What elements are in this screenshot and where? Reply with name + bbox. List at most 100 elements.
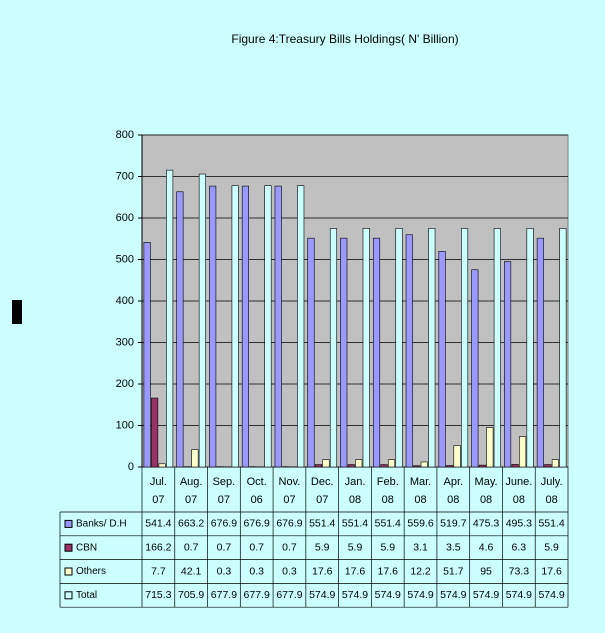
x-tick-label: Apr. 08: [444, 476, 464, 506]
x-tick-label: Oct. 06: [247, 476, 267, 506]
bar: [453, 445, 461, 468]
x-tick-label: Nov. 07: [279, 476, 301, 506]
table-value: 0.7: [217, 541, 232, 553]
bar: [405, 234, 413, 468]
label-line: 06: [251, 494, 263, 506]
y-tick-label: 100: [116, 419, 134, 431]
x-tick-label: Jul. 07: [150, 476, 167, 506]
x-tick-label: Feb. 08: [377, 476, 399, 506]
x-tick-label: Aug. 07: [180, 476, 203, 506]
bar: [478, 464, 486, 468]
table-value: 17.6: [345, 565, 366, 577]
y-tick-label: 200: [116, 378, 134, 390]
table-value: 574.9: [440, 589, 466, 601]
table-value: 7.7: [151, 565, 166, 577]
bar: [395, 228, 403, 468]
bar: [504, 261, 512, 468]
label-line: Feb.: [377, 476, 399, 488]
table-value: 6.3: [512, 541, 527, 553]
bar: [191, 449, 199, 468]
table-value: 551.4: [375, 518, 401, 530]
label-line: 08: [414, 494, 426, 506]
table-value: 0.3: [282, 565, 297, 577]
bar: [297, 185, 305, 468]
table-value: 17.6: [541, 565, 562, 577]
bar: [314, 464, 323, 468]
label-line: Jan.: [345, 476, 366, 488]
y-tick-label: 400: [116, 295, 134, 307]
bar: [428, 228, 436, 468]
chart-title: Figure 4:Treasury Bills Holdings( N' Bil…: [231, 32, 458, 46]
table-value: 475.3: [473, 518, 499, 530]
bar: [274, 185, 282, 468]
y-tick-label: 0: [128, 461, 134, 473]
legend-key: [64, 543, 73, 552]
bar: [158, 463, 166, 468]
table-value: 12.2: [410, 565, 431, 577]
bar: [380, 464, 388, 468]
table-value: 0.7: [249, 541, 264, 553]
y-tick-label: 600: [116, 212, 134, 224]
table-value: 166.2: [145, 541, 171, 553]
bar: [461, 228, 469, 468]
table-value: 677.9: [276, 589, 302, 601]
legend-label: CBN: [76, 542, 97, 553]
table-value: 17.6: [312, 565, 333, 577]
bar: [420, 461, 428, 468]
table-value: 677.9: [211, 589, 237, 601]
bar: [559, 228, 567, 468]
table-value: 4.6: [479, 541, 494, 553]
bar: [151, 397, 159, 468]
x-tick-label: Sep. 07: [213, 476, 236, 506]
table-value: 0.7: [184, 541, 199, 553]
bar: [544, 464, 552, 468]
label-line: Dec.: [311, 476, 334, 488]
bar: [355, 459, 363, 468]
label-line: May.: [475, 476, 498, 488]
x-tick-label: Dec. 07: [311, 476, 334, 506]
table-value: 5.9: [348, 541, 363, 553]
bar: [322, 459, 330, 468]
label-line: Mar.: [410, 476, 431, 488]
table-value: 574.9: [342, 589, 368, 601]
label-line: July.: [541, 476, 563, 488]
bar: [372, 237, 381, 468]
bar: [329, 228, 338, 468]
table-value: 42.1: [181, 565, 202, 577]
bar: [340, 237, 348, 468]
label-line: Aug.: [180, 476, 203, 488]
bar: [198, 173, 206, 468]
legend-key: [64, 591, 73, 600]
bar: [536, 237, 544, 468]
table-value: 5.9: [315, 541, 330, 553]
x-tick-label: June. 08: [505, 476, 532, 506]
table-value: 574.9: [309, 589, 335, 601]
bar: [438, 251, 446, 468]
legend-key: [64, 519, 73, 528]
bar: [493, 228, 501, 468]
label-line: 07: [152, 494, 164, 506]
table-value: 551.4: [538, 518, 564, 530]
bar: [387, 459, 396, 468]
label-line: 07: [316, 494, 328, 506]
label-line: 07: [283, 494, 295, 506]
table-value: 5.9: [544, 541, 559, 553]
y-tick-label: 700: [116, 170, 134, 182]
legend-label: Banks/ D.H: [76, 519, 127, 530]
marker: [12, 300, 22, 324]
label-line: Sep.: [213, 476, 236, 488]
table-value: 574.9: [375, 589, 401, 601]
y-tick-label: 500: [116, 253, 134, 265]
legend-label: Total: [76, 590, 97, 601]
bar: [551, 459, 559, 468]
table-value: 574.9: [407, 589, 433, 601]
bar: [413, 465, 421, 468]
bar: [209, 185, 217, 468]
bar: [362, 228, 370, 468]
table-value: 5.9: [380, 541, 395, 553]
table-value: 17.6: [378, 565, 399, 577]
table-value: 495.3: [506, 518, 532, 530]
table-value: 663.2: [178, 518, 204, 530]
table-value: 715.3: [145, 589, 171, 601]
